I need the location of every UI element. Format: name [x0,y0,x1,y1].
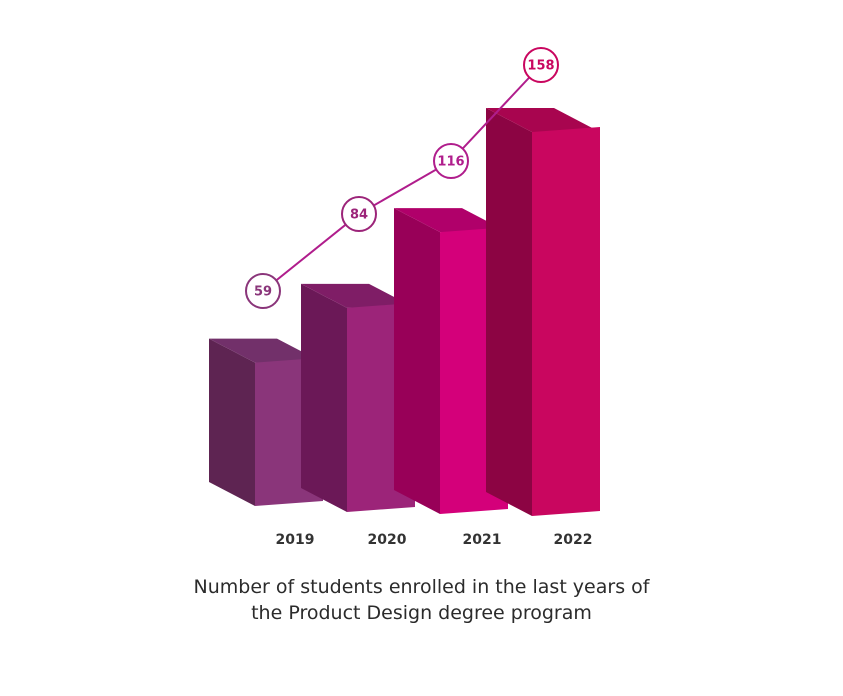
data-label: 84 [350,208,368,223]
bar-front-face [532,127,600,516]
bar-side-face [394,208,440,514]
bar-side-face [301,283,347,512]
x-tick-label: 2020 [368,532,407,548]
x-tick-label: 2022 [554,532,593,548]
bar-top-face [209,338,323,363]
marker-circle [341,196,377,232]
bar-top-face [301,283,415,308]
data-label: 59 [254,285,272,300]
value-marker: 116 [433,143,469,179]
data-label: 158 [527,59,554,74]
value-marker: 158 [523,47,559,83]
bar-side-face [486,108,532,516]
value-marker: 59 [245,273,281,309]
x-tick-label: 2019 [276,532,315,548]
bar-top-face [394,208,508,233]
bar-2022 [486,108,600,516]
marker-circle [433,143,469,179]
x-tick-label: 2021 [463,532,502,548]
data-label: 116 [437,155,464,170]
chart-title-line-1: Number of students enrolled in the last … [193,576,650,598]
chart-title-line-2: the Product Design degree program [251,602,592,624]
value-markers-group: 59 84 116 158 [245,47,559,309]
trend-line [262,64,542,292]
x-axis-labels: 2019 2020 2021 2022 [276,532,593,548]
trend-line-group [262,64,542,292]
bar-side-face [209,338,255,506]
marker-circle [523,47,559,83]
marker-circle [245,273,281,309]
bar-top-face [486,108,600,133]
value-marker: 84 [341,196,377,232]
bars-group [209,108,600,516]
